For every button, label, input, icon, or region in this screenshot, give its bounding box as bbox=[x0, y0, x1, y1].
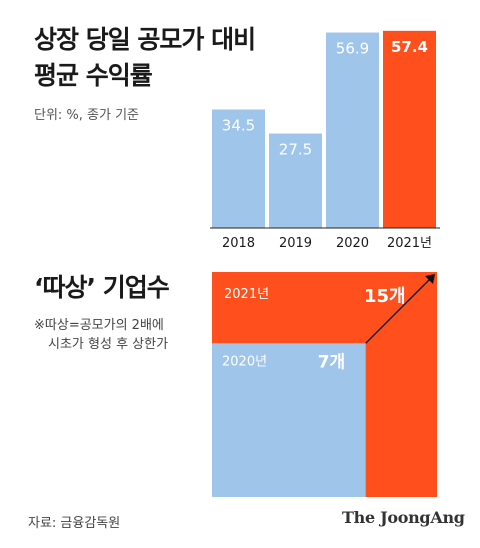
series-value-2021: 15개 bbox=[364, 286, 406, 307]
bar-2020 bbox=[326, 32, 379, 229]
note-line2: 시초가 형성 후 상한가 bbox=[48, 337, 169, 352]
series-value-2020: 7개 bbox=[318, 352, 345, 372]
x-tick-label: 2021년 bbox=[387, 236, 432, 251]
bar-2018 bbox=[212, 109, 265, 228]
bar-2019 bbox=[269, 133, 322, 228]
bar-value-label: 56.9 bbox=[336, 40, 369, 58]
growth-arrow-line bbox=[365, 277, 432, 344]
note-line1: ※따상=공모가의 2배에 bbox=[34, 318, 164, 333]
bar-2021년 bbox=[383, 30, 436, 229]
x-tick-label: 2020 bbox=[336, 236, 369, 251]
series-name-2021: 2021년 bbox=[224, 287, 269, 302]
source-text: 자료: 금융감독원 bbox=[28, 516, 121, 531]
bar-value-label: 27.5 bbox=[279, 141, 312, 159]
brand-logo: The JoongAng bbox=[342, 508, 465, 527]
growth-arrow-head bbox=[425, 274, 435, 284]
top-chart-unit: 단위: %, 종가 기준 bbox=[34, 108, 140, 123]
area-square-2020 bbox=[212, 343, 366, 497]
bottom-chart-note: ※따상=공모가의 2배에 시초가 형성 후 상한가 bbox=[34, 316, 168, 354]
top-chart-title-line1: 상장 당일 공모가 대비 bbox=[34, 25, 256, 54]
x-tick-label: 2019 bbox=[279, 236, 312, 251]
top-chart-title-line2: 평균 수익률 bbox=[34, 61, 153, 90]
top-chart-title: 상장 당일 공모가 대비 평균 수익률 bbox=[34, 22, 256, 94]
x-tick-label: 2018 bbox=[222, 236, 255, 251]
bar-value-label: 34.5 bbox=[222, 116, 255, 134]
bottom-chart-title: ‘따상’ 기업수 bbox=[34, 273, 170, 302]
bar-value-label: 57.4 bbox=[391, 38, 428, 56]
series-name-2020: 2020년 bbox=[222, 354, 267, 369]
